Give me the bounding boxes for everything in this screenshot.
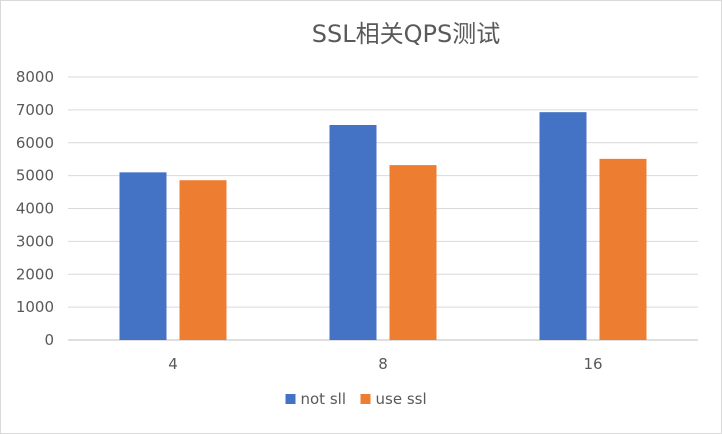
y-tick-label: 4000 <box>16 200 54 218</box>
legend: not sll use ssl <box>285 390 427 408</box>
y-tick-label: 6000 <box>16 134 54 152</box>
bar-not-sll-4 <box>119 172 167 340</box>
bar-use-ssl-4 <box>179 180 227 340</box>
x-tick-label: 4 <box>168 355 178 373</box>
y-axis-ticks: 0 1000 2000 3000 4000 5000 6000 7000 8000 <box>16 68 54 349</box>
legend-label: use ssl <box>376 390 427 408</box>
bar-not-sll-16 <box>539 112 587 341</box>
gridlines <box>68 76 698 341</box>
x-tick-label: 8 <box>378 355 388 373</box>
y-tick-label: 0 <box>44 331 54 349</box>
legend-swatch <box>360 394 371 404</box>
bars <box>119 112 647 341</box>
y-tick-label: 1000 <box>16 298 54 316</box>
x-tick-label: 16 <box>583 355 602 373</box>
y-tick-label: 2000 <box>16 265 54 283</box>
chart-title: SSL相关QPS测试 <box>312 20 500 48</box>
y-tick-label: 8000 <box>16 68 54 86</box>
y-tick-label: 5000 <box>16 167 54 185</box>
bar-use-ssl-16 <box>599 158 647 340</box>
legend-swatch <box>285 394 296 404</box>
x-axis-ticks: 4 8 16 <box>168 355 602 373</box>
bar-use-ssl-8 <box>389 165 437 340</box>
bar-not-sll-8 <box>329 124 377 340</box>
legend-label: not sll <box>301 390 346 408</box>
y-tick-label: 7000 <box>16 101 54 119</box>
y-tick-label: 3000 <box>16 232 54 250</box>
